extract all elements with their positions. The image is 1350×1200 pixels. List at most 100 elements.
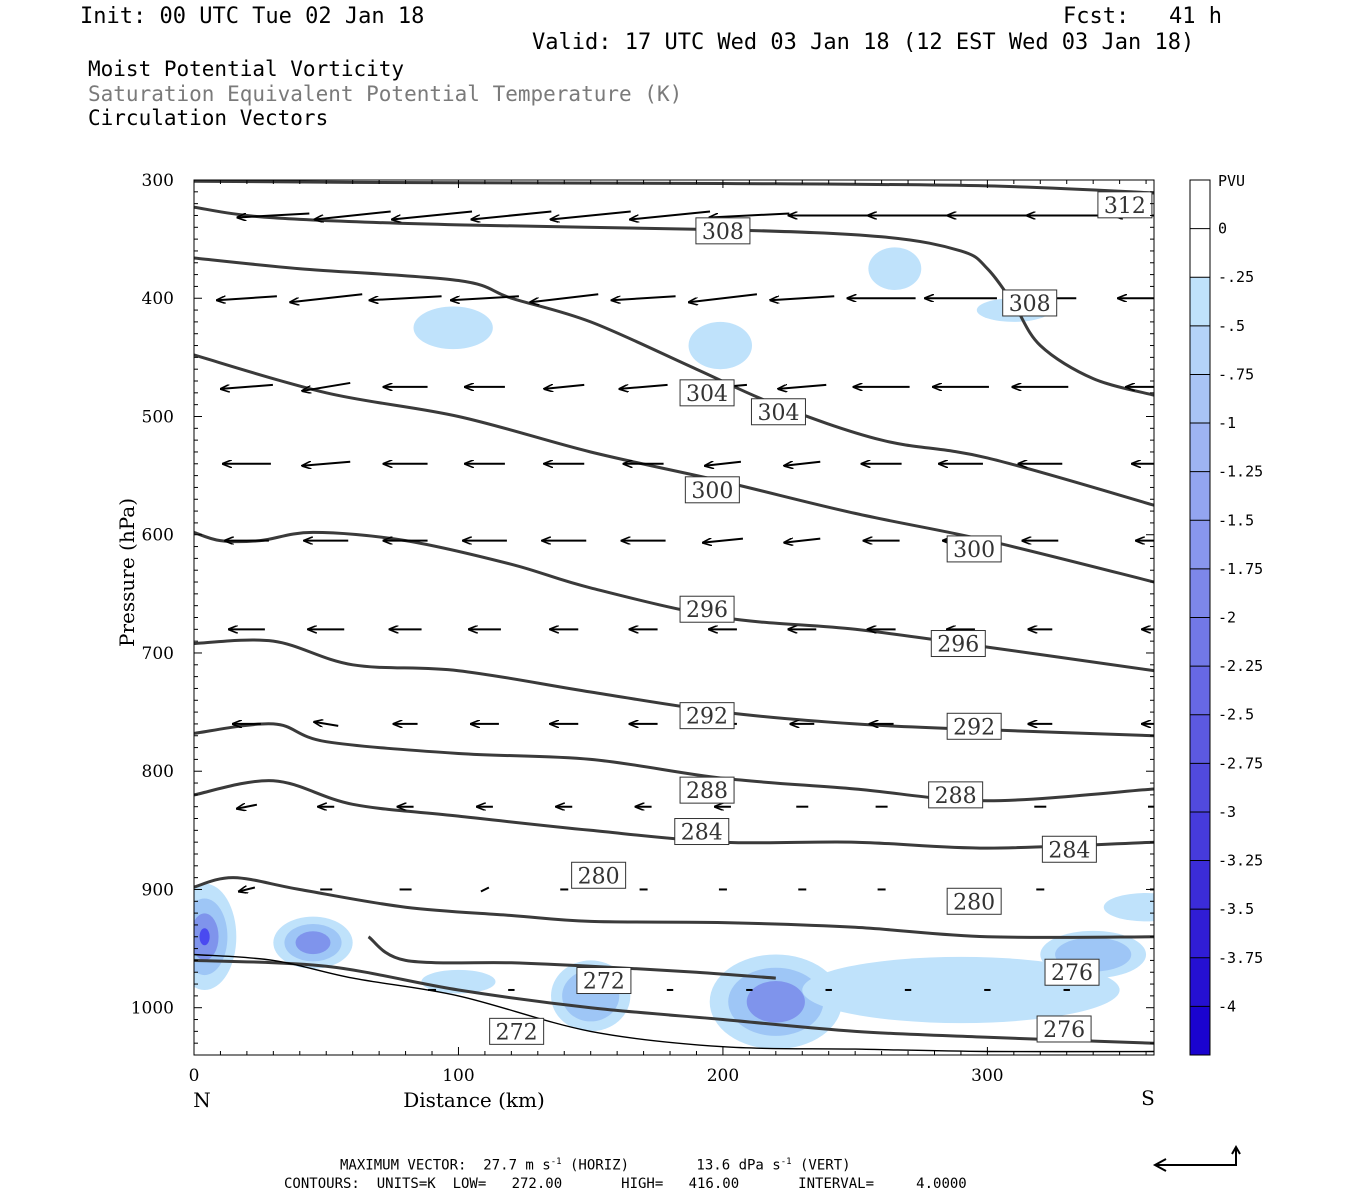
vector-arrow [302, 460, 351, 466]
contour-label-296: 296 [679, 595, 735, 623]
forecast-hour: Fcst: 41 h [1063, 4, 1222, 29]
vector-arrow [544, 383, 585, 389]
north-label: N [193, 1088, 211, 1112]
contour-280 [194, 876, 1154, 939]
vector-arrow [315, 210, 391, 219]
colorbar-swatch [1190, 325, 1210, 375]
x-axis-label: Distance (km) [403, 1088, 545, 1112]
contour-label-292: 292 [946, 712, 1002, 740]
contour-300 [194, 353, 1154, 584]
y-tick-label: 400 [142, 289, 174, 309]
svg-text:312: 312 [1104, 194, 1146, 219]
vector-arrow [689, 293, 758, 302]
contour-label-284: 284 [674, 818, 730, 846]
contour-296 [194, 530, 1154, 673]
contour-284 [194, 779, 1154, 850]
colorbar-label: -4 [1218, 997, 1236, 1015]
x-tick-label: 300 [971, 1066, 1003, 1086]
contour-label-304: 304 [750, 398, 806, 426]
pv-shading [194, 247, 1154, 1050]
svg-text:280: 280 [953, 890, 995, 915]
colorbar-swatch [1190, 568, 1210, 618]
y-tick-label: 500 [142, 407, 174, 427]
colorbar-swatch [1190, 811, 1210, 862]
colorbar-label: -3.25 [1218, 852, 1263, 870]
colorbar-label: -1 [1218, 414, 1236, 432]
colorbar-swatch [1190, 957, 1210, 1007]
svg-text:284: 284 [681, 821, 723, 846]
svg-text:292: 292 [686, 705, 728, 730]
contour-label-284: 284 [1041, 835, 1097, 863]
vector-arrow [480, 886, 490, 893]
svg-text:300: 300 [691, 479, 733, 504]
contour-label-300: 300 [946, 535, 1002, 563]
svg-text:272: 272 [583, 970, 625, 995]
pv-patch [413, 306, 493, 350]
vector-arrow [451, 295, 519, 300]
contour-label-300: 300 [684, 476, 740, 504]
colorbar-label: -1.5 [1218, 511, 1254, 529]
pv-patch [709, 954, 842, 1050]
vector-arrow [217, 295, 277, 300]
colorbar-label: 0 [1218, 220, 1227, 238]
valid-time: Valid: 17 UTC Wed 03 Jan 18 (12 EST Wed … [532, 30, 1195, 55]
colorbar-label: -.5 [1218, 317, 1245, 335]
contour-312 [194, 180, 1154, 195]
pv-patch [868, 247, 922, 290]
vector-arrow [221, 383, 273, 389]
y-tick-label: 1000 [131, 999, 174, 1019]
colorbar-swatch [1190, 423, 1210, 473]
colorbar-swatch [1190, 228, 1210, 278]
terrain-surface [193, 953, 1155, 1053]
init-time: Init: 00 UTC Tue 02 Jan 18 [80, 4, 425, 29]
contour-label-308: 308 [1002, 289, 1058, 317]
vector-arrow [370, 295, 442, 300]
contour-label-292: 292 [679, 702, 735, 730]
vector-arrow [620, 383, 668, 389]
vector-arrow [551, 210, 631, 219]
contour-308 [194, 205, 1154, 397]
vector-arrow [778, 383, 827, 389]
vector-arrow [239, 887, 256, 891]
colorbar-swatch [1190, 180, 1210, 230]
svg-text:280: 280 [578, 864, 620, 889]
title-vectors: Circulation Vectors [88, 106, 329, 130]
colorbar-label: -.25 [1218, 268, 1254, 286]
contour-label-304: 304 [679, 379, 735, 407]
vector-arrow [709, 212, 790, 217]
vector-arrow [703, 537, 744, 543]
svg-text:296: 296 [686, 598, 728, 623]
x-tick-label: 100 [442, 1066, 474, 1086]
colorbar-swatch [1190, 520, 1210, 570]
svg-text:304: 304 [757, 401, 799, 426]
vector-arrow [237, 805, 258, 809]
contour-276 [194, 958, 1154, 1045]
colorbar-swatch [1190, 277, 1210, 327]
colorbar-label: -1.25 [1218, 463, 1263, 481]
contour-288 [194, 722, 1154, 803]
title-mpv: Moist Potential Vorticity [88, 57, 405, 81]
contour-label-276: 276 [1036, 1015, 1092, 1043]
svg-text:308: 308 [1009, 292, 1051, 317]
vector-arrow [612, 295, 676, 300]
contour-292 [194, 638, 1154, 738]
contour-label-280: 280 [946, 887, 1002, 915]
contour-note: CONTOURS: UNITS=K LOW= 272.00 HIGH= 416.… [284, 1176, 967, 1192]
contour-272 [367, 935, 776, 980]
contour-labels: 312 308 308 304 304 300 300 296 296 292 292 288 288 2… [489, 191, 1153, 1045]
svg-text:296: 296 [937, 633, 979, 658]
colorbar-label: -2.25 [1218, 657, 1263, 675]
contour-label-288: 288 [679, 776, 735, 804]
colorbar-label: -3 [1218, 803, 1236, 821]
contour-label-280: 280 [571, 861, 627, 889]
contour-label-308: 308 [695, 217, 751, 245]
svg-text:288: 288 [935, 784, 977, 809]
colorbar-swatch [1190, 374, 1210, 424]
vector-arrow [471, 210, 552, 219]
contour-304 [194, 256, 1154, 507]
contour-label-288: 288 [928, 781, 984, 809]
pv-patch [194, 883, 237, 990]
colorbar-swatch [1190, 471, 1210, 521]
reference-vector [1152, 1144, 1241, 1172]
svg-text:276: 276 [1043, 1018, 1085, 1043]
